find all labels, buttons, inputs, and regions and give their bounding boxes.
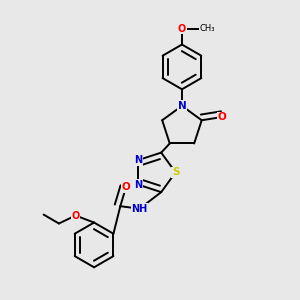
Text: CH₃: CH₃ <box>200 24 215 33</box>
Text: N: N <box>134 155 142 165</box>
Text: O: O <box>178 24 186 34</box>
Text: N: N <box>178 101 186 111</box>
Text: S: S <box>172 167 179 177</box>
Text: O: O <box>122 182 130 192</box>
Text: O: O <box>71 211 80 220</box>
Text: NH: NH <box>131 204 148 214</box>
Text: O: O <box>218 112 226 122</box>
Text: N: N <box>134 180 142 190</box>
